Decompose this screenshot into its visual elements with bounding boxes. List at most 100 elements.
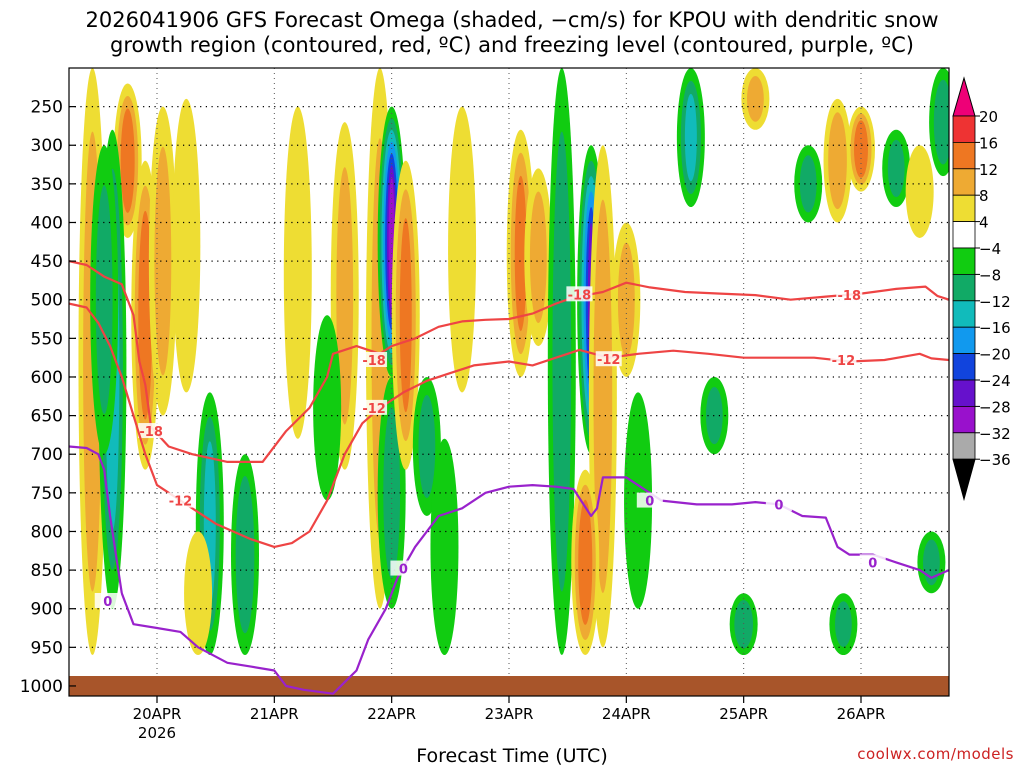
omega-feature-35 <box>847 106 875 192</box>
omega-feature-21 <box>524 168 553 347</box>
colorbar-label: −20 <box>979 346 1011 364</box>
omega-feature-10 <box>283 106 312 439</box>
colorbar-swatch <box>952 353 976 381</box>
title-line-2: growth region (contoured, red, ºC) and f… <box>110 33 914 57</box>
omega-cell <box>529 191 547 323</box>
x-tick-sublabel: 2026 <box>138 724 176 742</box>
contour-label-bg <box>361 399 388 415</box>
omega-feature-22 <box>547 68 576 656</box>
omega-feature-25 <box>571 469 600 656</box>
contour-label-bg <box>765 496 792 512</box>
contour-label-0-3: -18 <box>838 289 862 304</box>
contour-label-2-1: 0 <box>399 563 408 578</box>
y-tick-label: 700 <box>31 445 63 465</box>
colorbar-top-arrow <box>952 76 976 117</box>
x-tick-label: 22APR <box>367 705 416 723</box>
x-tick-label: 25APR <box>719 705 768 723</box>
contour-label-2-2: 0 <box>645 495 654 510</box>
contour-label-bg <box>859 554 886 570</box>
contour-label-bg <box>595 351 622 367</box>
omega-feature-28 <box>676 68 705 208</box>
contour-label-bg <box>390 560 417 576</box>
omega-cell <box>705 387 723 445</box>
omega-cell <box>552 131 572 592</box>
omega-cell <box>399 218 412 413</box>
contour-label-bg <box>566 286 593 302</box>
omega-feature-9 <box>184 531 213 656</box>
y-tick-label: 850 <box>31 561 63 581</box>
contour-label-2-0: 0 <box>103 595 112 610</box>
colorbar-swatch <box>952 300 976 328</box>
omega-feature-37 <box>905 145 934 238</box>
omega-feature-5 <box>148 106 177 416</box>
omega-cell <box>617 242 635 357</box>
x-tick-label: 24APR <box>602 705 651 723</box>
colorbar-label: −4 <box>979 240 1001 258</box>
colorbar-swatch <box>952 405 976 434</box>
contour-label-0-0: -18 <box>139 425 163 440</box>
omega-cell <box>578 499 593 625</box>
x-tick-label: 23APR <box>485 705 534 723</box>
contour-label-1-0: -12 <box>169 495 193 510</box>
omega-feature-16 <box>391 160 420 470</box>
colorbar-swatch <box>952 115 976 143</box>
y-tick-label: 750 <box>31 484 63 504</box>
y-tick-label: 400 <box>31 213 63 233</box>
y-tick-label: 950 <box>31 638 63 658</box>
contour-label-1-2: -12 <box>597 353 621 368</box>
y-tick-label: 900 <box>31 600 63 620</box>
y-axis: 250 300 350 400 450 500 550 600 650 700 750 800 850 9… <box>20 98 76 697</box>
x-tick-label: 21APR <box>250 705 299 723</box>
omega-cell <box>734 599 754 649</box>
omega-cell <box>448 106 477 393</box>
omega-cell <box>835 601 852 648</box>
omega-cell <box>887 139 905 197</box>
y-tick-label: 250 <box>31 98 63 118</box>
contour-0 <box>69 260 949 463</box>
contour-label-0-2: -18 <box>568 288 592 303</box>
contour-label-bg <box>636 492 663 508</box>
contour-label-0-1: -18 <box>362 354 386 369</box>
colorbar-swatch <box>952 141 976 170</box>
omega-cell <box>933 79 949 165</box>
ground-strip <box>69 676 949 696</box>
omega-cell <box>854 120 868 178</box>
y-tick-label: 350 <box>31 175 63 195</box>
omega-feature-18 <box>430 438 459 656</box>
contour-label-bg <box>830 351 857 367</box>
colorbar: 20 16 12 8 4 −4 −8 −12 −16 −20 −24 −28 −32 −36 <box>952 76 1011 502</box>
title-line-1: 2026041906 GFS Forecast Omega (shaded, −… <box>85 8 939 32</box>
omega-feature-33 <box>823 98 852 223</box>
omega-feature-19 <box>448 106 477 393</box>
contour-label-1-3: -12 <box>832 354 856 369</box>
omega-cell <box>383 407 401 579</box>
contour-label-bg <box>836 287 863 303</box>
colorbar-label: −36 <box>979 451 1011 469</box>
colorbar-label: −24 <box>979 372 1011 390</box>
grid-lines <box>69 68 949 696</box>
omega-cell <box>684 93 697 182</box>
omega-cell <box>828 112 847 210</box>
colorbar-swatch <box>952 168 976 196</box>
colorbar-label: −28 <box>979 398 1011 416</box>
omega-cell <box>747 76 764 122</box>
omega-feature-30 <box>741 68 770 130</box>
colorbar-label: 4 <box>979 214 989 232</box>
y-tick-label: 550 <box>31 329 63 349</box>
omega-cell <box>905 145 934 238</box>
omega-feature-36 <box>882 129 911 208</box>
omega-cell <box>154 146 172 376</box>
colorbar-swatch <box>952 379 976 407</box>
omega-feature-29 <box>700 376 729 455</box>
omega-cell <box>235 475 255 634</box>
x-tick-label: 20APR <box>133 705 182 723</box>
omega-feature-34 <box>829 593 858 656</box>
contour-label-2-4: 0 <box>868 556 877 571</box>
omega-cell <box>184 531 213 656</box>
colorbar-swatch <box>952 247 976 275</box>
colorbar-label: 8 <box>979 187 989 205</box>
colorbar-label: −16 <box>979 319 1011 337</box>
omega-cell <box>172 98 201 393</box>
contour-2 <box>69 445 949 695</box>
